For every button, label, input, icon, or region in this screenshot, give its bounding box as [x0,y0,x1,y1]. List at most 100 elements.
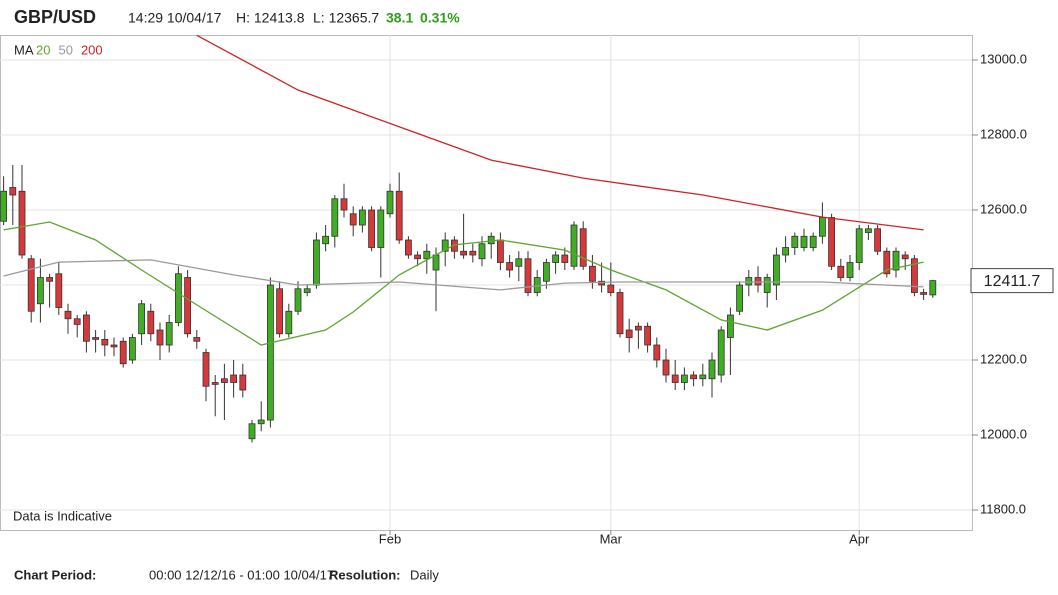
candle-body [653,344,661,361]
candle-body [874,228,881,252]
candle-body [625,329,633,338]
candle-body [920,292,927,295]
candle-body [128,337,136,361]
y-tick-label: 12600.0 [980,201,1027,216]
candle-body [478,243,486,260]
candle-body [9,187,17,196]
x-tick-label: Apr [849,531,870,546]
candle-body [699,374,707,380]
resolution-label: Resolution: [329,567,401,582]
candle-body [819,217,826,237]
candle-body [901,254,909,260]
last-price-box [970,268,1054,294]
candle-body [809,235,817,248]
candle-body [211,382,219,385]
candle-body [377,209,385,248]
candle-body [616,292,624,335]
candle-body [791,235,799,248]
candle-body [404,239,412,256]
candle-body [230,374,238,383]
candle-body [800,235,808,248]
candle-body [717,329,725,376]
candle-body [892,250,900,271]
candle-body [763,277,771,293]
candle-body [570,224,578,267]
candle-body [358,209,366,226]
candle-body [929,280,937,296]
legend-entry: 20 [36,42,50,57]
candle-body [331,198,339,237]
candle-body [322,235,330,245]
candle-body [386,190,394,215]
x-tick-label: Mar [600,531,623,546]
candle-body [266,284,274,421]
candle-body [543,262,550,282]
candle-body [220,378,228,383]
x-tick-label: Feb [379,531,401,546]
candle-body [0,190,7,222]
candle-body [460,250,468,256]
candle-body [690,374,697,380]
candle-body [837,265,845,278]
resolution: Daily [410,567,439,582]
candle-body [18,190,26,256]
candle-body [515,258,523,267]
candle-body [782,247,789,256]
candle-body [911,258,918,293]
candle-body [37,277,44,305]
candle-body [644,325,651,346]
candle-body [579,228,587,267]
ma-label: MA [14,42,34,57]
candle-body [239,374,247,391]
candle-body [773,254,780,286]
candle-body [340,198,348,211]
ma-line [3,259,924,291]
candle-body [552,254,559,263]
candle-body [432,254,440,271]
candle-body [83,314,90,342]
candle-body [27,258,35,312]
candle-body [708,359,716,380]
y-tick-label: 12200.0 [980,351,1027,366]
plot [0,34,937,443]
ma-line [3,221,924,346]
ma-line [196,34,924,231]
candle-body [294,288,302,312]
candle-body [414,254,422,260]
candle-body [349,213,357,226]
change-pct: 0.31% [420,10,460,26]
note: Data is Indicative [13,508,112,523]
candle-body [855,228,863,263]
candle-body [174,273,182,323]
candle-body [193,337,201,342]
candle-body [589,265,596,282]
candle-body [119,340,127,365]
candle-body [681,374,688,383]
candle-body [754,277,762,286]
candle-body [736,284,743,312]
candle-body [727,314,734,338]
candle-body [469,250,477,256]
y-tick-label: 11800.0 [980,501,1026,516]
legend-entry: 200 [81,42,103,57]
y-tick-label: 12000.0 [980,426,1027,441]
candle-body [496,239,504,263]
candle-body [184,277,192,335]
candle-body [368,209,376,248]
legend-entry: 50 [58,42,72,57]
candle-body [55,273,63,308]
change: 38.1 [386,10,413,26]
low-label: L: 12365.7 [313,10,379,26]
candle-body [828,217,835,267]
candle-body [101,338,109,346]
candle-body [846,262,854,278]
candle-body [202,352,210,387]
candle-body [395,190,403,241]
candle-body [46,277,53,282]
period-label: Chart Period: [14,567,96,582]
candle-body [533,277,541,293]
last-price: 12411.7 [984,273,1041,290]
candle-body [312,239,320,286]
grid [0,35,972,530]
